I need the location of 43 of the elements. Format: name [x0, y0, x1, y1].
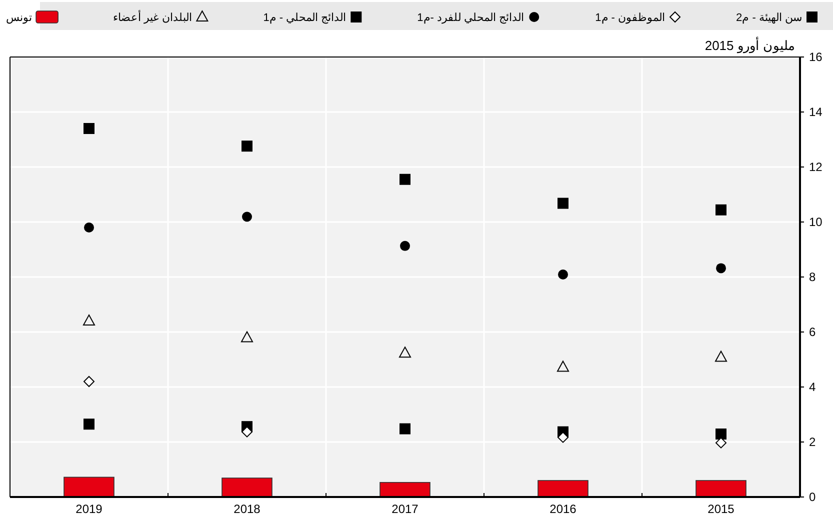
y-tick-label: 0: [809, 490, 816, 504]
x-tick-label: 2018: [234, 502, 261, 516]
point: [557, 360, 569, 372]
y-tick-label: 14: [809, 105, 823, 119]
point: [400, 423, 410, 434]
point: [242, 426, 252, 438]
legend-label: سن الهيئة - م2: [736, 12, 802, 24]
legend-label: البلدان غير أعضاء: [113, 10, 192, 24]
legend-label: الدائج المحلي - م1: [263, 12, 346, 24]
point: [399, 346, 411, 358]
y-tick-label: 4: [809, 380, 816, 394]
point: [242, 140, 252, 152]
point: [716, 263, 726, 274]
y-tick-label: 6: [809, 325, 816, 339]
x-tick-label: 2016: [550, 502, 577, 516]
y-tick-label: 2: [809, 435, 816, 449]
point: [242, 212, 252, 222]
point: [400, 240, 410, 251]
x-tick-label: 2019: [76, 502, 103, 516]
point: [84, 376, 94, 387]
point: [558, 198, 568, 209]
point: [716, 204, 726, 216]
y-axis-title: مليون أورو 2015: [704, 37, 795, 54]
legend-label: الدائج المحلي للفرد -م1: [417, 12, 524, 24]
point: [84, 123, 94, 134]
point: [715, 350, 727, 362]
legend-label: تونس: [6, 12, 32, 24]
y-tick-label: 10: [809, 215, 823, 229]
point: [84, 222, 94, 232]
point: [558, 432, 568, 443]
point: [241, 331, 253, 342]
point: [558, 270, 568, 280]
legend-label: الموظفون - م1: [595, 12, 666, 24]
point: [83, 314, 95, 326]
point: [716, 437, 726, 448]
y-tick-label: 8: [809, 270, 816, 284]
point: [84, 418, 94, 430]
x-tick-label: 2017: [392, 502, 419, 516]
point: [716, 428, 726, 440]
x-tick-label: 2015: [708, 502, 735, 516]
y-tick-label: 16: [809, 50, 823, 64]
y-tick-label: 12: [809, 160, 823, 174]
point: [400, 174, 410, 185]
